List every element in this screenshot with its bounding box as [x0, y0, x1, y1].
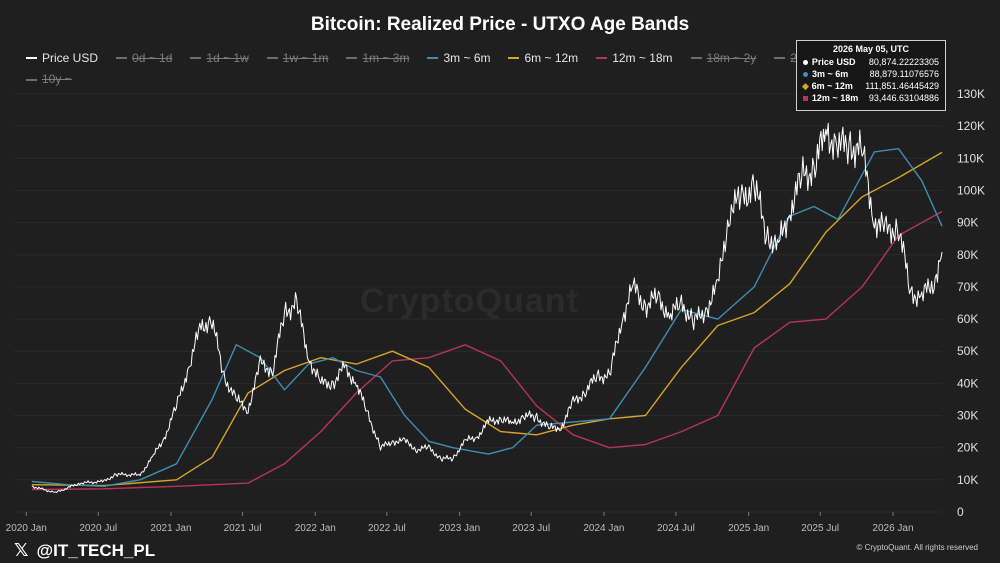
legend-item-3m-6m[interactable]: 3m ~ 6m — [427, 49, 490, 68]
legend-item-6m-12m[interactable]: 6m ~ 12m — [508, 49, 578, 68]
tooltip-marker — [803, 71, 808, 77]
x-tick-label: 2021 Jul — [224, 523, 262, 534]
legend-swatch — [346, 57, 358, 59]
series-line-3m-6m — [31, 148, 943, 487]
tooltip-marker — [801, 82, 809, 90]
series-layer — [31, 122, 943, 493]
legend-item-price-usd[interactable]: Price USD — [26, 49, 98, 68]
legend-swatch — [266, 57, 278, 59]
legend-label: 1w ~ 1m — [282, 50, 329, 65]
watermark: CryptoQuant — [360, 282, 579, 320]
tooltip-value: 111,851.46445429 — [865, 81, 939, 91]
legend-label: 1m ~ 3m — [362, 50, 410, 65]
tooltip-value: 88,879.11076576 — [869, 69, 939, 79]
legend-swatch — [596, 57, 608, 59]
x-tick-label: 2023 Jan — [439, 523, 480, 534]
y-tick-label: 120K — [957, 119, 985, 133]
tooltip-marker — [803, 59, 808, 65]
legend-swatch — [508, 57, 520, 59]
legend-item-1m-3m[interactable]: 1m ~ 3m — [346, 49, 409, 68]
credit: 𝕏 @IT_TECH_PL — [14, 540, 155, 561]
legend-swatch — [190, 57, 202, 59]
legend-swatch — [116, 57, 128, 59]
x-tick-label: 2022 Jan — [295, 523, 336, 534]
x-tick-label: 2024 Jan — [583, 523, 624, 534]
tooltip-label: 6m ~ 12m — [811, 81, 853, 91]
credit-handle: @IT_TECH_PL — [36, 540, 156, 560]
tooltip: 2026 May 05, UTC Price USD 80,874.2222330… — [796, 40, 946, 111]
y-tick-label: 40K — [957, 376, 978, 390]
legend-label: 3m ~ 6m — [443, 50, 491, 65]
x-tick-label: 2025 Jan — [728, 523, 769, 534]
y-tick-label: 30K — [957, 409, 978, 423]
legend-item-1w-1m[interactable]: 1w ~ 1m — [266, 49, 329, 68]
y-tick-label: 70K — [957, 280, 978, 294]
legend-swatch — [26, 57, 37, 59]
x-tick-label: 2025 Jul — [801, 523, 839, 534]
legend-label: 1d ~ 1w — [206, 50, 249, 65]
x-tick-label: 2023 Jul — [512, 523, 550, 534]
legend-item-0d-1d[interactable]: 0d ~ 1d — [116, 49, 172, 68]
legend-swatch — [690, 57, 702, 59]
y-tick-label: 10K — [957, 473, 978, 487]
y-tick-label: 130K — [957, 87, 985, 101]
tooltip-label: Price USD — [811, 57, 856, 67]
tooltip-marker — [803, 95, 808, 101]
y-tick-label: 60K — [957, 312, 978, 326]
x-logo-icon: 𝕏 — [14, 540, 29, 560]
legend-label: 0d ~ 1d — [132, 50, 173, 65]
y-tick-label: 20K — [957, 441, 978, 455]
x-tick-label: 2020 Jan — [6, 523, 47, 534]
legend-label: 18m ~ 2y — [706, 50, 757, 65]
copyright: © CryptoQuant. All rights reserved — [856, 543, 979, 552]
x-tick-label: 2020 Jul — [79, 523, 117, 534]
tooltip-row: 12m ~ 18m 93,446.63104886 — [803, 92, 939, 104]
y-axis-ticks: 0 10K 20K 30K 40K 50K 60K 70K 80K 90K 100K 110K 120K… — [957, 87, 985, 519]
legend-swatch — [26, 78, 37, 81]
y-tick-label: 100K — [957, 183, 985, 197]
tooltip-date: 2026 May 05, UTC — [832, 44, 910, 54]
series-line-price-usd — [31, 122, 943, 493]
legend-swatch — [774, 57, 786, 59]
legend-label: Price USD — [42, 50, 99, 65]
legend-swatch — [427, 57, 439, 59]
y-tick-label: 0 — [957, 505, 964, 519]
legend-item-1d-1w[interactable]: 1d ~ 1w — [190, 49, 249, 68]
legend-item-12m-18m[interactable]: 12m ~ 18m — [596, 49, 673, 68]
tooltip-label: 3m ~ 6m — [811, 69, 849, 79]
y-tick-label: 50K — [957, 344, 978, 358]
legend-label: 10y ~ — [42, 72, 72, 86]
x-tick-label: 2022 Jul — [368, 523, 406, 534]
tooltip-row: Price USD 80,874.22223305 — [803, 56, 939, 68]
x-axis-ticks: 2020 Jan 2020 Jul 2021 Jan 2021 Jul 2022 Jan… — [6, 512, 914, 534]
tooltip-value: 93,446.63104886 — [868, 93, 939, 103]
y-tick-label: 80K — [957, 248, 978, 262]
tooltip-row: 6m ~ 12m 111,851.46445429 — [801, 80, 939, 92]
x-tick-label: 2024 Jul — [657, 523, 695, 534]
legend-item-18m-2y[interactable]: 18m ~ 2y — [690, 49, 757, 68]
tooltip-row: 3m ~ 6m 88,879.11076576 — [803, 68, 939, 80]
tooltip-label: 12m ~ 18m — [811, 93, 859, 103]
legend-item-10y[interactable]: 10y ~ — [26, 70, 72, 89]
x-tick-label: 2026 Jan — [872, 523, 913, 534]
x-tick-label: 2021 Jan — [150, 523, 191, 534]
legend-label: 6m ~ 12m — [524, 50, 579, 65]
y-tick-label: 90K — [957, 216, 978, 230]
legend: Price USD 0d ~ 1d 1d ~ 1w 1w ~ 1m 1m ~ 3m 3m … — [26, 46, 976, 89]
chart-title: Bitcoin: Realized Price - UTXO Age Bands — [310, 14, 690, 35]
tooltip-value: 80,874.22223305 — [868, 57, 939, 67]
legend-label: 12m ~ 18m — [612, 50, 673, 65]
series-line-12m-18m — [31, 210, 943, 491]
y-tick-label: 110K — [957, 151, 984, 165]
